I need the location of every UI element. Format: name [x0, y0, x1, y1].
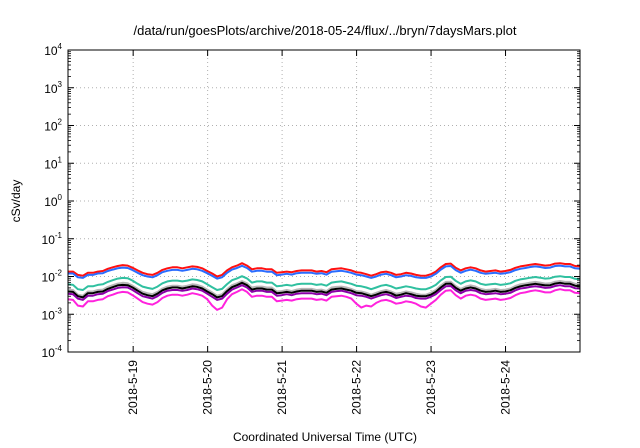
x-tick-label: 2018-5-24 [499, 360, 513, 415]
y-tick-label: 102 [44, 118, 62, 134]
series-line-1 [68, 262, 581, 278]
series-lines [67, 262, 581, 311]
y-tick-label: 10-3 [42, 306, 63, 322]
series-line-5 [67, 281, 581, 299]
x-tick-label: 2018-5-23 [424, 360, 438, 415]
gridlines [68, 50, 580, 352]
y-tick-label: 101 [44, 155, 62, 171]
series-line-2 [68, 264, 581, 280]
y-tick-label: 10-4 [42, 344, 63, 360]
x-tick-label: 2018-5-20 [201, 360, 215, 415]
y-tick-label: 10-1 [42, 231, 63, 247]
series-line-6 [67, 284, 581, 301]
x-tick-label: 2018-5-22 [350, 360, 364, 415]
y-tick-label: 100 [44, 193, 62, 209]
y-axis-ticks: 10-4 10-3 10-2 10-1 100 101 102 103 104 [42, 42, 580, 360]
series-line-3 [67, 275, 581, 291]
x-tick-label: 2018-5-19 [126, 360, 140, 415]
y-axis-label: cSv/day [9, 180, 23, 223]
series-line-4 [67, 280, 581, 297]
y-tick-label: 103 [44, 80, 62, 96]
series-line-7 [67, 288, 581, 311]
y-tick-label: 10-2 [42, 269, 63, 285]
x-axis-label: Coordinated Universal Time (UTC) [233, 430, 417, 444]
y-tick-label: 104 [44, 42, 62, 58]
x-axis-ticks: 2018-5-19 2018-5-20 2018-5-21 2018-5-22 2018… [126, 50, 513, 415]
x-tick-label: 2018-5-21 [275, 360, 289, 415]
chart-title: /data/run/goesPlots/archive/2018-05-24/f… [134, 23, 517, 38]
